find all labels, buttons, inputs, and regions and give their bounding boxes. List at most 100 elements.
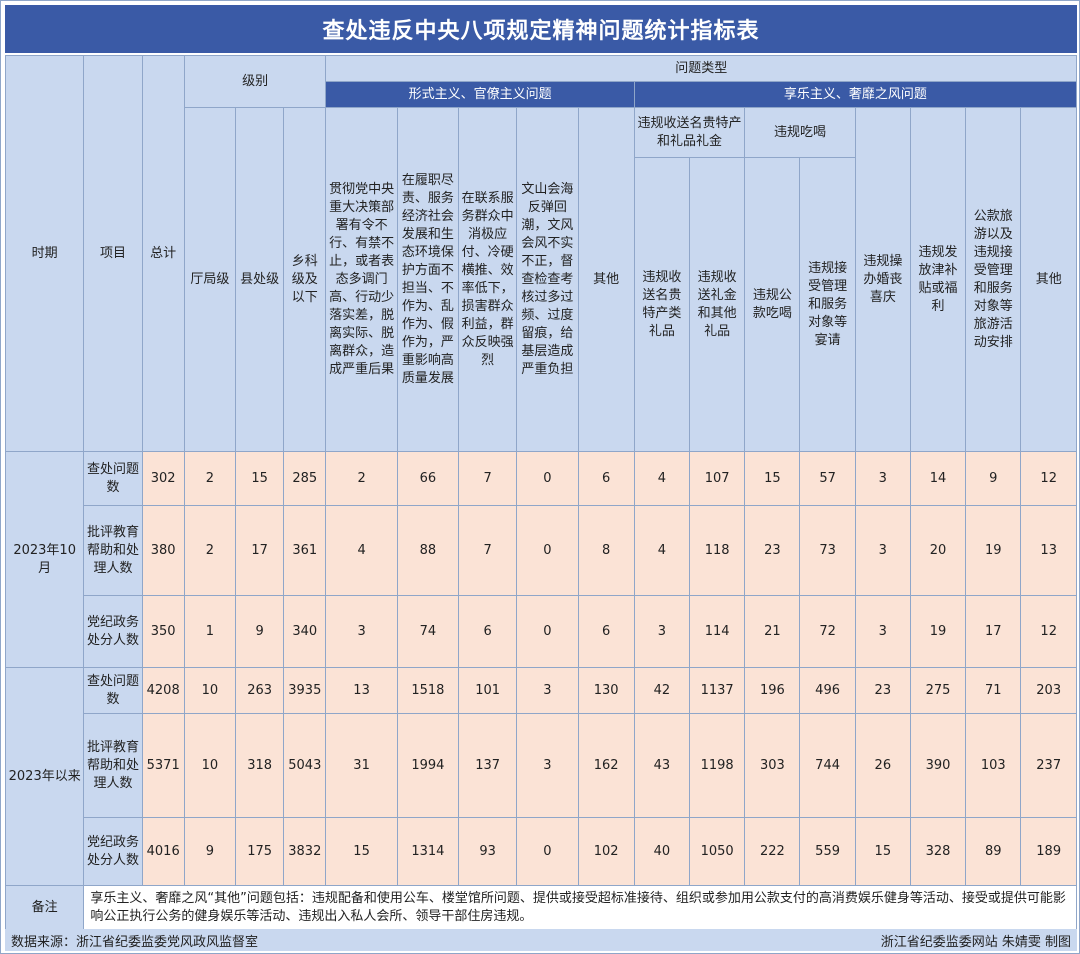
header-gifts-col: 违规收送礼金和其他礼品 (688, 157, 746, 452)
data-cell: 137 (457, 713, 518, 818)
data-cell: 12 (1020, 451, 1077, 506)
data-cell: 66 (396, 451, 460, 506)
data-cell: 3 (325, 595, 398, 668)
data-cell: 3935 (283, 667, 327, 714)
data-cell: 496 (799, 667, 856, 714)
data-cell: 20 (909, 505, 967, 596)
data-cell: 19 (965, 505, 1022, 596)
header-period: 时期 (4, 55, 85, 452)
data-cell: 237 (1020, 713, 1077, 818)
data-cell: 0 (516, 595, 579, 668)
table-row: 批评教育帮助和处理人数 5371 10 318 5043 31 1994 137 3 162 43 1… (6, 713, 1077, 818)
data-cell: 328 (909, 817, 967, 886)
data-cell: 23 (744, 505, 801, 596)
data-cell: 189 (1020, 817, 1077, 886)
data-cell: 74 (396, 595, 460, 668)
header-problem-type: 问题类型 (325, 55, 1077, 82)
data-cell: 9 (965, 451, 1022, 506)
data-cell: 302 (141, 451, 185, 506)
header-hedonism-col: 公款旅游以及违规接受管理和服务对象等旅游活动安排 (965, 107, 1022, 452)
data-cell: 42 (633, 667, 691, 714)
header-gifts-col: 违规收送名贵特产类礼品 (633, 157, 691, 452)
header-hedonism-col: 违规发放津补贴或福利 (909, 107, 967, 452)
data-cell: 275 (909, 667, 967, 714)
data-cell: 9 (183, 817, 237, 886)
data-cell: 3832 (283, 817, 327, 886)
data-cell: 222 (744, 817, 801, 886)
data-cell: 1198 (688, 713, 746, 818)
data-cell: 10 (183, 713, 237, 818)
row-item-label: 批评教育帮助和处理人数 (83, 713, 143, 818)
data-cell: 2 (183, 451, 237, 506)
data-cell: 1 (183, 595, 237, 668)
data-cell: 7 (457, 451, 518, 506)
row-item-label: 批评教育帮助和处理人数 (83, 505, 143, 596)
table-row: 党纪政务处分人数 4016 9 175 3832 15 1314 93 0 102 40 1050 22… (6, 817, 1077, 886)
data-cell: 13 (1020, 505, 1077, 596)
data-cell: 102 (577, 817, 635, 886)
data-cell: 0 (516, 451, 579, 506)
data-cell: 10 (183, 667, 237, 714)
data-cell: 6 (457, 595, 518, 668)
header-formalism-col: 其他 (577, 107, 635, 452)
header-group-hedonism: 享乐主义、奢靡之风问题 (633, 81, 1078, 108)
footer: 数据来源：浙江省纪委监委党风政风监督室 浙江省纪委监委网站 朱婧雯 制图 (5, 929, 1077, 951)
data-cell: 340 (283, 595, 327, 668)
data-cell: 3 (854, 505, 911, 596)
data-cell: 4 (633, 505, 691, 596)
data-cell: 361 (283, 505, 327, 596)
data-cell: 285 (283, 451, 327, 506)
data-cell: 5371 (141, 713, 185, 818)
row-item-label: 党纪政务处分人数 (83, 595, 143, 668)
data-cell: 4 (633, 451, 691, 506)
data-cell: 93 (457, 817, 518, 886)
data-cell: 4208 (141, 667, 185, 714)
data-cell: 350 (141, 595, 185, 668)
data-cell: 380 (141, 505, 185, 596)
data-cell: 118 (688, 505, 746, 596)
data-cell: 6 (577, 595, 635, 668)
data-cell: 3 (633, 595, 691, 668)
data-cell: 114 (688, 595, 746, 668)
data-cell: 4016 (141, 817, 185, 886)
data-cell: 0 (516, 505, 579, 596)
header-formalism-col: 文山会海反弹回潮，文风会风不实不正，督查检查考核过多过频、过度留痕，给基层造成严… (516, 107, 579, 452)
data-cell: 89 (965, 817, 1022, 886)
data-cell: 263 (234, 667, 285, 714)
data-cell: 26 (854, 713, 911, 818)
data-cell: 15 (234, 451, 285, 506)
data-cell: 318 (234, 713, 285, 818)
data-cell: 14 (909, 451, 967, 506)
header-formalism-col: 贯彻党中央重大决策部署有令不行、有禁不止，或者表态多调门高、行动少落实差，脱离实… (325, 107, 398, 452)
data-cell: 12 (1020, 595, 1077, 668)
data-cell: 1050 (688, 817, 746, 886)
data-cell: 744 (799, 713, 856, 818)
credit: 浙江省纪委监委网站 朱婧雯 制图 (880, 934, 1071, 950)
page-title: 查处违反中央八项规定精神问题统计指标表 (5, 5, 1077, 53)
period-label: 2023年以来 (4, 667, 85, 886)
row-item-label: 党纪政务处分人数 (83, 817, 143, 886)
header-formalism-col: 在履职尽责、服务经济社会发展和生态环境保护方面不担当、不作为、乱作为、假作为，严… (396, 107, 460, 452)
header-level-col: 厅局级 (183, 107, 237, 452)
period-label: 2023年10月 (4, 451, 85, 668)
data-cell: 5043 (283, 713, 327, 818)
header-level-col: 县处级 (234, 107, 285, 452)
header-dining-col: 违规接受管理和服务对象等宴请 (799, 157, 856, 452)
notes-label: 备注 (4, 885, 85, 931)
data-cell: 107 (688, 451, 746, 506)
data-cell: 57 (799, 451, 856, 506)
data-cell: 2 (183, 505, 237, 596)
data-cell: 19 (909, 595, 967, 668)
data-cell: 3 (516, 713, 579, 818)
data-cell: 390 (909, 713, 967, 818)
header-total: 总计 (141, 55, 185, 452)
data-cell: 1314 (396, 817, 460, 886)
data-cell: 1994 (396, 713, 460, 818)
data-cell: 9 (234, 595, 285, 668)
data-cell: 71 (965, 667, 1022, 714)
data-cell: 3 (854, 451, 911, 506)
data-cell: 6 (577, 451, 635, 506)
data-cell: 73 (799, 505, 856, 596)
data-cell: 4 (325, 505, 398, 596)
